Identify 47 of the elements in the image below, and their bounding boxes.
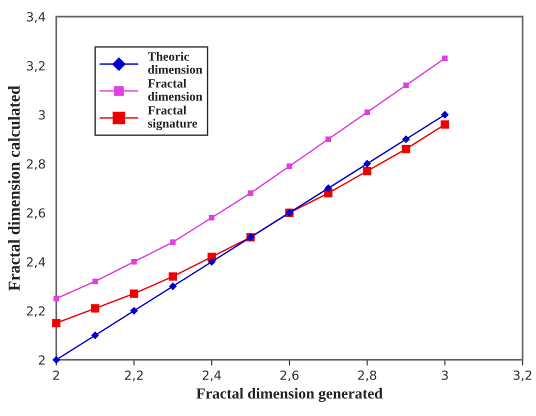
point: [208, 258, 216, 266]
x-tick-label: 2: [53, 370, 60, 380]
point: [402, 144, 410, 154]
point: [364, 109, 370, 116]
point: [442, 56, 448, 62]
point: [131, 259, 137, 265]
point: [248, 190, 254, 196]
x-tick-label: 2,4: [202, 370, 221, 382]
point: [168, 272, 178, 281]
point: [403, 82, 409, 88]
y-tick-label: 3,2: [26, 61, 45, 72]
point: [170, 239, 176, 245]
point: [362, 166, 372, 176]
x-axis-title: Fractal dimension generated: [196, 388, 383, 402]
y-tick-label: 2: [38, 355, 45, 365]
point: [326, 136, 332, 142]
point: [52, 356, 60, 364]
y-tick-label: 2,8: [26, 159, 46, 170]
y-tick-label: 2,6: [26, 208, 46, 219]
x-tick-label: 3: [442, 370, 448, 380]
x-tick-label: 2,2: [124, 370, 143, 382]
point: [92, 278, 98, 284]
y-tick-label: 3: [38, 110, 45, 120]
legend-label: Theoric dimension: [148, 52, 202, 74]
legend-label: Fractal dimension: [148, 78, 202, 101]
point: [130, 306, 138, 315]
y-axis-title: Fractal dimension calculated: [8, 86, 20, 291]
point: [440, 120, 450, 129]
legend-label: Fractal signature: [148, 106, 198, 130]
point: [54, 296, 60, 302]
point: [324, 184, 332, 192]
point: [168, 282, 177, 290]
y-tick-label: 2,2: [26, 306, 45, 318]
x-tick-label: 3,2: [514, 370, 532, 382]
point: [52, 318, 60, 328]
y-tick-label: 2,4: [26, 257, 46, 268]
x-tick-label: 2,6: [280, 370, 299, 382]
point: [440, 110, 449, 119]
x-tick-label: 2,8: [358, 370, 376, 382]
point: [402, 135, 410, 144]
point: [286, 163, 292, 169]
point: [91, 331, 100, 340]
point: [363, 160, 372, 168]
y-tick-label: 3,4: [26, 12, 46, 23]
point: [130, 289, 138, 298]
point: [90, 304, 100, 313]
point: [208, 214, 214, 220]
